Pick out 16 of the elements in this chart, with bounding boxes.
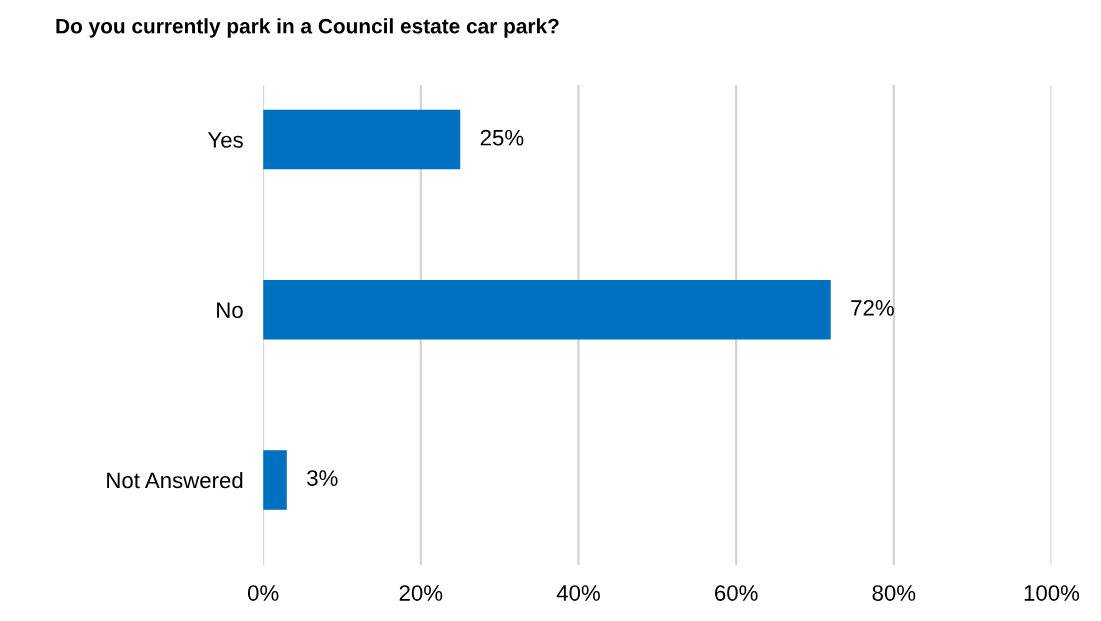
x-tick-label: 60% bbox=[715, 585, 758, 601]
x-tick-label: 80% bbox=[872, 585, 916, 601]
x-tick-label: 0% bbox=[247, 585, 279, 601]
y-tick-label: Not Answered bbox=[107, 471, 243, 489]
x-tick-label: 20% bbox=[399, 585, 443, 601]
y-tick-label: Yes bbox=[207, 132, 243, 148]
y-tick-label: No bbox=[217, 302, 243, 319]
data-label: 25% bbox=[480, 129, 524, 146]
chart-title: Do you currently park in a Council estate car park? bbox=[56, 18, 559, 38]
x-tick-label: 100% bbox=[1024, 585, 1080, 601]
data-label: 72% bbox=[851, 300, 894, 316]
bar bbox=[263, 279, 831, 340]
data-label: 3% bbox=[307, 470, 338, 486]
bar bbox=[263, 109, 461, 170]
x-tick-label: 40% bbox=[556, 585, 600, 601]
bar bbox=[263, 450, 287, 510]
